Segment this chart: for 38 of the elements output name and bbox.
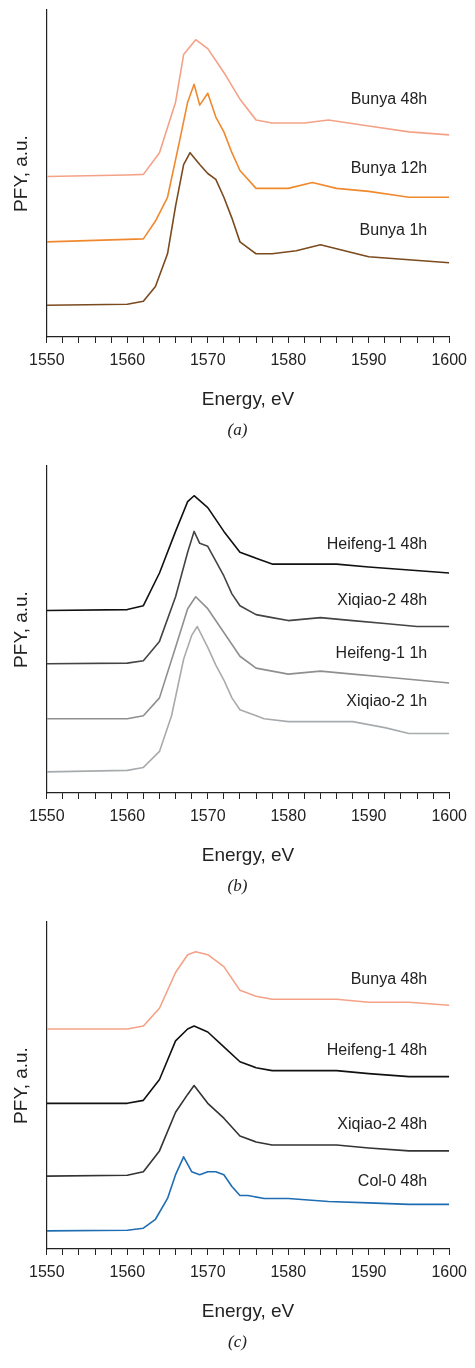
x-axis-title: Energy, eV xyxy=(201,843,295,865)
text: (b) xyxy=(226,876,249,896)
x-tick-label: 1590 xyxy=(350,1263,387,1281)
x-tick-label: 1550 xyxy=(29,351,65,369)
x-tick-label: 1570 xyxy=(189,807,226,825)
series-label: Bunya 12h xyxy=(350,158,428,176)
x-tick-label: 1550 xyxy=(29,807,65,825)
x-tick-label: 1600 xyxy=(431,351,468,369)
x-tick-label: 1580 xyxy=(270,807,307,825)
series-label: Bunya 1h xyxy=(359,221,428,239)
series-label: Xiqiao-2 48h xyxy=(337,590,428,608)
series-label: Col-0 48h xyxy=(357,1171,428,1189)
x-tick-label: 1570 xyxy=(189,1263,226,1281)
series-label: Heifeng-1 48h xyxy=(326,534,428,552)
x-axis-title: Energy, eV xyxy=(201,387,295,409)
y-axis-title: PFY, a.u. xyxy=(9,1047,31,1124)
x-tick-label: 1580 xyxy=(270,351,307,369)
text: (c) xyxy=(227,1332,248,1352)
x-tick-label: 1560 xyxy=(109,807,146,825)
x-tick-label: 1590 xyxy=(350,351,387,369)
series-label: Heifeng-1 1h xyxy=(335,644,428,662)
series-label: Bunya 48h xyxy=(350,90,428,108)
series-label: Bunya 48h xyxy=(350,969,428,987)
series-label: Xiqiao-2 48h xyxy=(337,1115,428,1133)
text: (a) xyxy=(226,420,249,440)
x-tick-label: 1600 xyxy=(431,807,468,825)
x-tick-label: 1600 xyxy=(431,1263,468,1281)
y-axis-title: PFY, a.u. xyxy=(9,591,31,668)
x-tick-label: 1560 xyxy=(109,1263,146,1281)
x-tick-label: 1590 xyxy=(350,807,387,825)
x-tick-label: 1570 xyxy=(189,351,226,369)
x-tick-label: 1560 xyxy=(109,351,146,369)
y-axis-title: PFY, a.u. xyxy=(9,135,31,212)
series-label: Xiqiao-2 1h xyxy=(346,692,428,710)
x-tick-label: 1580 xyxy=(270,1263,307,1281)
x-axis-title: Energy, eV xyxy=(201,1299,295,1321)
x-tick-label: 1550 xyxy=(29,1263,65,1281)
series-label: Heifeng-1 48h xyxy=(326,1041,428,1059)
